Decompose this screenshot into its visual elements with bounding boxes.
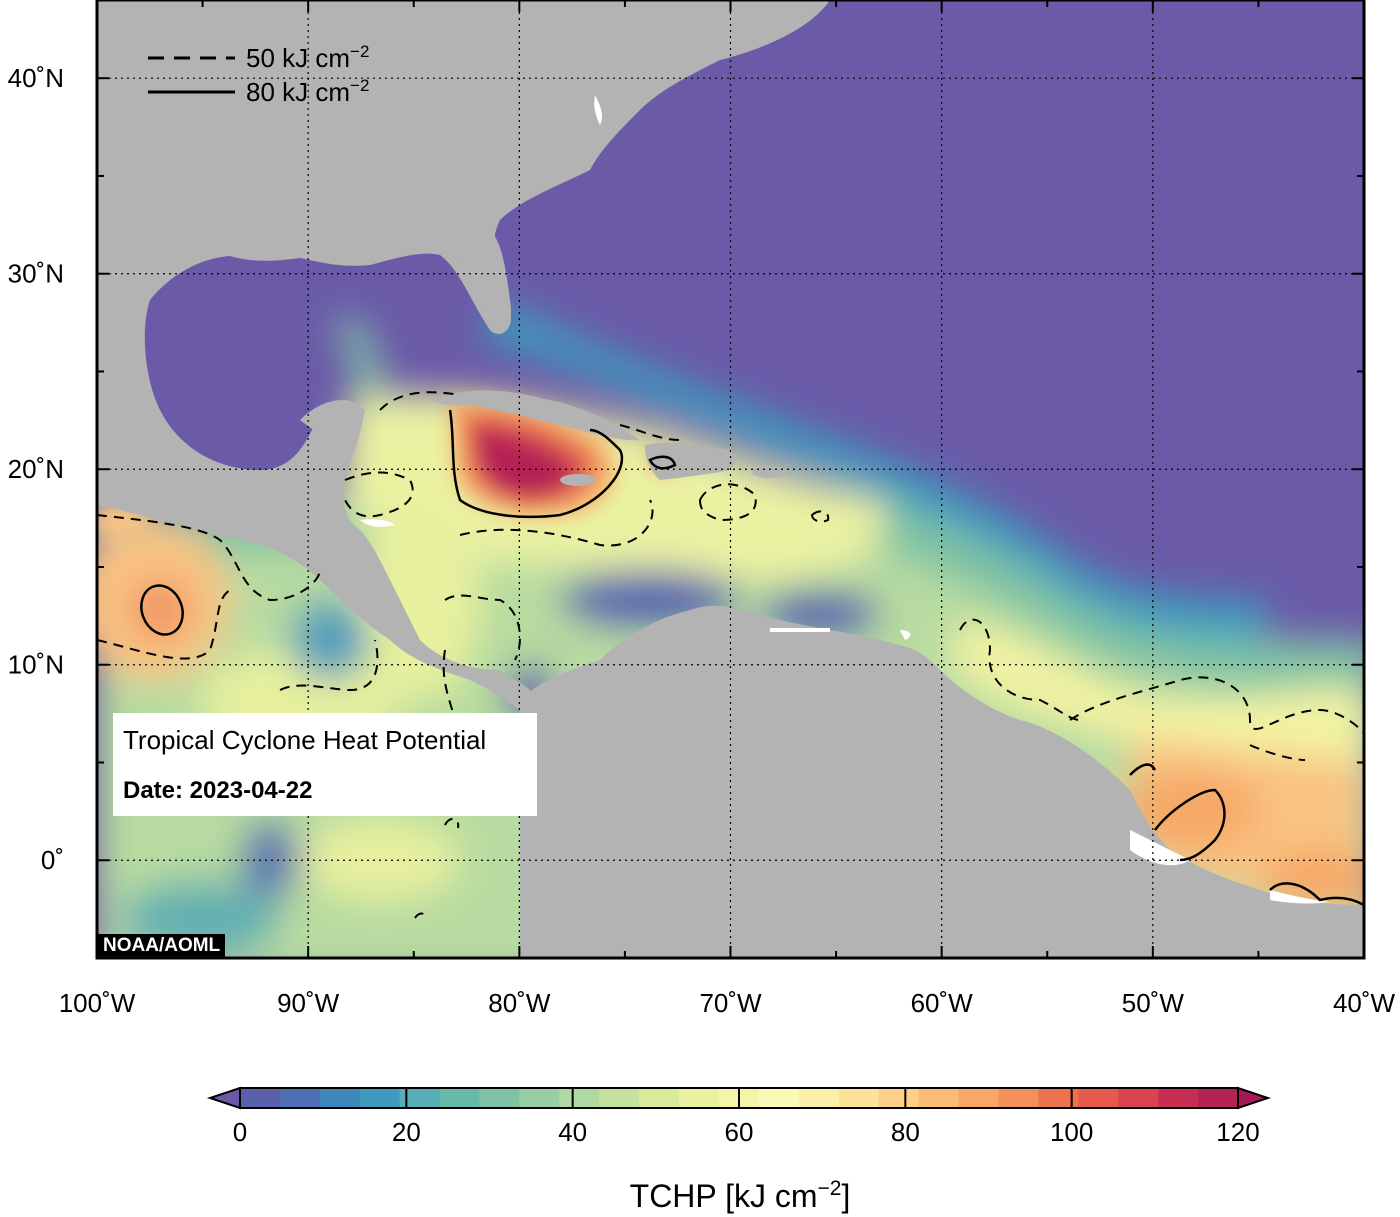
colorbar-segment (679, 1088, 720, 1108)
colorbar-segment (918, 1088, 960, 1108)
colorbar-segment (1118, 1088, 1159, 1108)
colorbar-segment (1198, 1088, 1239, 1108)
credit-label: NOAA/AOML (98, 934, 226, 958)
contours-80 (140, 409, 1364, 907)
colorbar-segment (479, 1088, 520, 1108)
colorbar-segment (798, 1088, 840, 1108)
inland-water (360, 95, 1330, 904)
lon-tick-label: 40˚W (1333, 988, 1396, 1018)
lon-tick-label: 90˚W (277, 988, 340, 1018)
legend-dashed-label: 50 kJ cm−2 (246, 42, 369, 73)
lat-tick-label: 10˚N (8, 650, 64, 680)
colorbar-segment (639, 1088, 680, 1108)
colorbar-title: TCHP [kJ cm−2] (630, 1177, 851, 1214)
lon-tick-label: 50˚W (1122, 988, 1185, 1018)
colorbar-max-arrow (1237, 1086, 1272, 1110)
colorbar-segment (1158, 1088, 1199, 1108)
colorbar-segment (559, 1088, 600, 1108)
lon-tick-label: 100˚W (59, 988, 136, 1018)
lon-tick-label: 70˚W (699, 988, 762, 1018)
legend-solid-label: 80 kJ cm−2 (246, 76, 369, 107)
lat-tick-label: 30˚N (8, 259, 64, 289)
lat-tick-label: 0˚ (41, 845, 64, 875)
colorbar-segment (1078, 1088, 1119, 1108)
colorbar-segment (399, 1088, 441, 1108)
colorbar-segment (279, 1088, 321, 1108)
lon-tick-label: 80˚W (488, 988, 551, 1018)
contours-50 (97, 391, 1364, 921)
colorbar-segment (439, 1088, 481, 1108)
colorbar-tick-label: 20 (392, 1117, 421, 1147)
colorbar-tick-label: 80 (891, 1117, 920, 1147)
colorbar-tick-label: 0 (233, 1117, 247, 1147)
map-area (97, 0, 1364, 958)
colorbar-segment (240, 1088, 281, 1108)
colorbar-tick-labels: 0 20 40 60 80 100 120 (233, 1088, 1260, 1147)
colorbar-tick-label: 120 (1216, 1117, 1259, 1147)
colorbar-segment (758, 1088, 800, 1108)
info-title: Tropical Cyclone Heat Potential (123, 725, 487, 755)
info-box: Tropical Cyclone Heat Potential Date: 20… (113, 713, 537, 816)
colorbar-min-arrow (206, 1086, 241, 1110)
colorbar-segment (958, 1088, 999, 1108)
lat-tick-label: 40˚N (8, 63, 64, 93)
colorbar-tick-label: 60 (725, 1117, 754, 1147)
colorbar-segment (359, 1088, 401, 1108)
colorbar-segment (878, 1088, 920, 1108)
axis-ticks (96, 0, 1365, 959)
colorbar-tick-label: 100 (1050, 1117, 1093, 1147)
lon-axis-labels: 100˚W 90˚W 80˚W 70˚W 60˚W 50˚W 40˚W (59, 988, 1396, 1018)
contour-legend: 50 kJ cm−2 80 kJ cm−2 (148, 42, 369, 107)
lat-axis-labels: 40˚N 30˚N 20˚N 10˚N 0˚ (8, 63, 64, 875)
colorbar-segment (998, 1088, 1039, 1108)
colorbar (206, 1086, 1272, 1110)
colorbar-segment (319, 1088, 361, 1108)
colorbar-segment (599, 1088, 640, 1108)
tchp-hot-core (97, 399, 680, 540)
colorbar-segment (838, 1088, 880, 1108)
colorbar-segment (519, 1088, 560, 1108)
colorbar-tick-label: 40 (558, 1117, 587, 1147)
info-date: Date: 2023-04-22 (123, 777, 313, 804)
colorbar-segment (1038, 1088, 1079, 1108)
lon-tick-label: 60˚W (911, 988, 974, 1018)
lat-tick-label: 20˚N (8, 454, 64, 484)
